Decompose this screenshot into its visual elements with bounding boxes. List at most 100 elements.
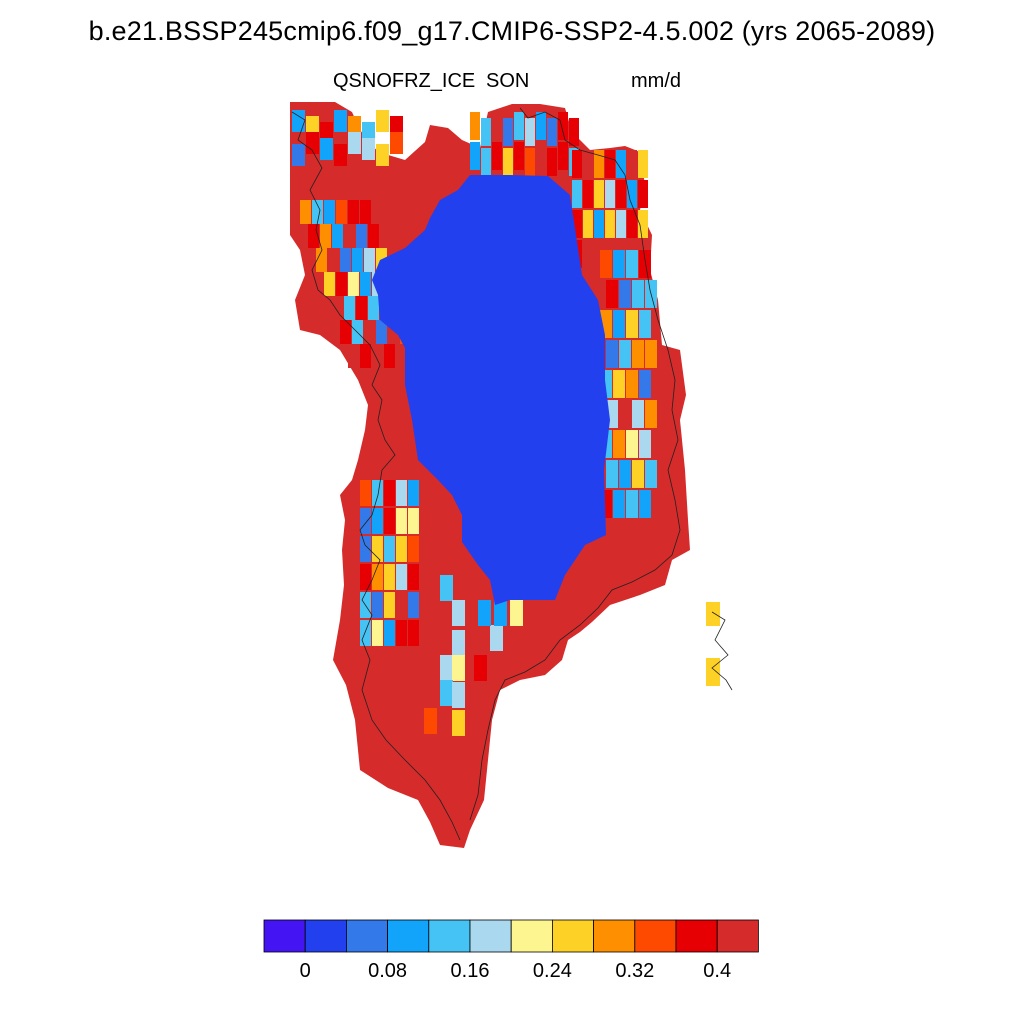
grid-cell xyxy=(352,248,363,272)
grid-cell xyxy=(616,150,626,178)
grid-cell xyxy=(547,148,557,176)
grid-cell xyxy=(639,250,651,278)
ice-core xyxy=(372,175,610,605)
grid-cell xyxy=(514,142,524,170)
grid-cell xyxy=(547,118,557,146)
grid-cell xyxy=(627,150,637,178)
grid-cell xyxy=(360,344,371,368)
grid-cell xyxy=(510,600,523,626)
grid-cell xyxy=(360,536,371,562)
grid-cell xyxy=(332,224,343,248)
grid-cell xyxy=(396,592,407,618)
grid-cell xyxy=(481,148,491,176)
grid-cell xyxy=(639,370,651,398)
grid-cell xyxy=(645,400,657,428)
grid-cell xyxy=(583,150,593,178)
grid-cell xyxy=(376,144,389,166)
plot-title: b.e21.BSSP245cmip6.f09_g17.CMIP6-SSP2-4.… xyxy=(88,16,936,46)
grid-cell xyxy=(645,340,657,368)
grid-cell xyxy=(572,150,582,178)
colorbar-box xyxy=(469,919,512,953)
grid-cell xyxy=(558,112,568,140)
grid-cell xyxy=(368,224,379,248)
grid-cell xyxy=(372,564,383,590)
grid-cell xyxy=(605,150,615,178)
grid-cell xyxy=(360,564,371,590)
grid-cell xyxy=(514,112,524,140)
grid-cell xyxy=(408,620,419,646)
grid-cell xyxy=(388,320,399,344)
grid-cell xyxy=(470,112,480,140)
colorbar xyxy=(263,919,759,953)
grid-cell xyxy=(348,132,361,154)
colorbar-tick-label: 0.24 xyxy=(532,960,572,982)
colorbar-box xyxy=(634,919,677,953)
colorbar-tick-label: 0.16 xyxy=(450,960,490,982)
grid-cell xyxy=(336,200,347,224)
grid-cell xyxy=(362,138,375,160)
colorbar-box xyxy=(593,919,636,953)
grid-cell xyxy=(638,180,648,208)
grid-cell xyxy=(360,200,371,224)
grid-cell xyxy=(452,710,465,736)
grid-cell xyxy=(492,112,502,140)
grid-cell xyxy=(613,370,625,398)
grid-cell xyxy=(619,340,631,368)
grid-cell xyxy=(360,508,371,534)
grid-cell xyxy=(292,144,305,166)
grid-cell xyxy=(408,592,419,618)
grid-cell xyxy=(316,248,327,272)
grid-cell xyxy=(525,148,535,176)
grid-cell xyxy=(594,210,604,238)
grid-cell xyxy=(300,200,311,224)
grid-cell xyxy=(396,620,407,646)
grid-cell xyxy=(334,110,347,132)
grid-cell xyxy=(372,344,383,368)
grid-cell xyxy=(613,250,625,278)
grid-cell xyxy=(569,118,579,146)
grid-cell xyxy=(364,248,375,272)
grid-cell xyxy=(324,272,335,296)
grid-cell xyxy=(384,592,395,618)
grid-cell xyxy=(292,110,305,132)
grid-cell xyxy=(452,655,465,681)
colorbar-tick-label: 0.4 xyxy=(703,960,732,982)
grid-cell xyxy=(645,460,657,488)
grid-cell xyxy=(348,272,359,296)
colorbar-tick-label: 0.32 xyxy=(615,960,655,982)
grid-cell xyxy=(348,344,359,368)
colorbar-box xyxy=(428,919,471,953)
grid-cell xyxy=(626,430,638,458)
grid-cell xyxy=(558,142,568,170)
grid-cell xyxy=(384,620,395,646)
grid-cell xyxy=(340,248,351,272)
season-label: SON xyxy=(486,70,530,92)
grid-cell xyxy=(492,142,502,170)
grid-cell xyxy=(324,200,335,224)
grid-cell xyxy=(372,508,383,534)
grid-cell xyxy=(372,620,383,646)
grid-cell xyxy=(376,110,389,132)
grid-cell xyxy=(626,490,638,518)
grid-cell xyxy=(494,600,507,626)
grid-cell xyxy=(344,224,355,248)
grid-cell xyxy=(626,250,638,278)
grid-cell xyxy=(440,655,453,681)
units-label: mm/d xyxy=(631,70,681,92)
grid-cell xyxy=(706,658,720,686)
grid-cell xyxy=(364,320,375,344)
grid-cell xyxy=(605,180,615,208)
colorbar-box xyxy=(387,919,430,953)
colorbar-tick-label: 0 xyxy=(299,960,311,982)
variable-name: QSNOFRZ_ICE xyxy=(333,70,476,92)
grid-cell xyxy=(408,536,419,562)
grid-cell xyxy=(372,480,383,506)
grid-cell xyxy=(356,296,367,320)
grid-cell xyxy=(616,210,626,238)
coastline-path xyxy=(291,107,733,841)
grid-cell xyxy=(408,508,419,534)
grid-cell xyxy=(376,320,387,344)
grid-cell xyxy=(344,296,355,320)
grid-cell xyxy=(356,224,367,248)
